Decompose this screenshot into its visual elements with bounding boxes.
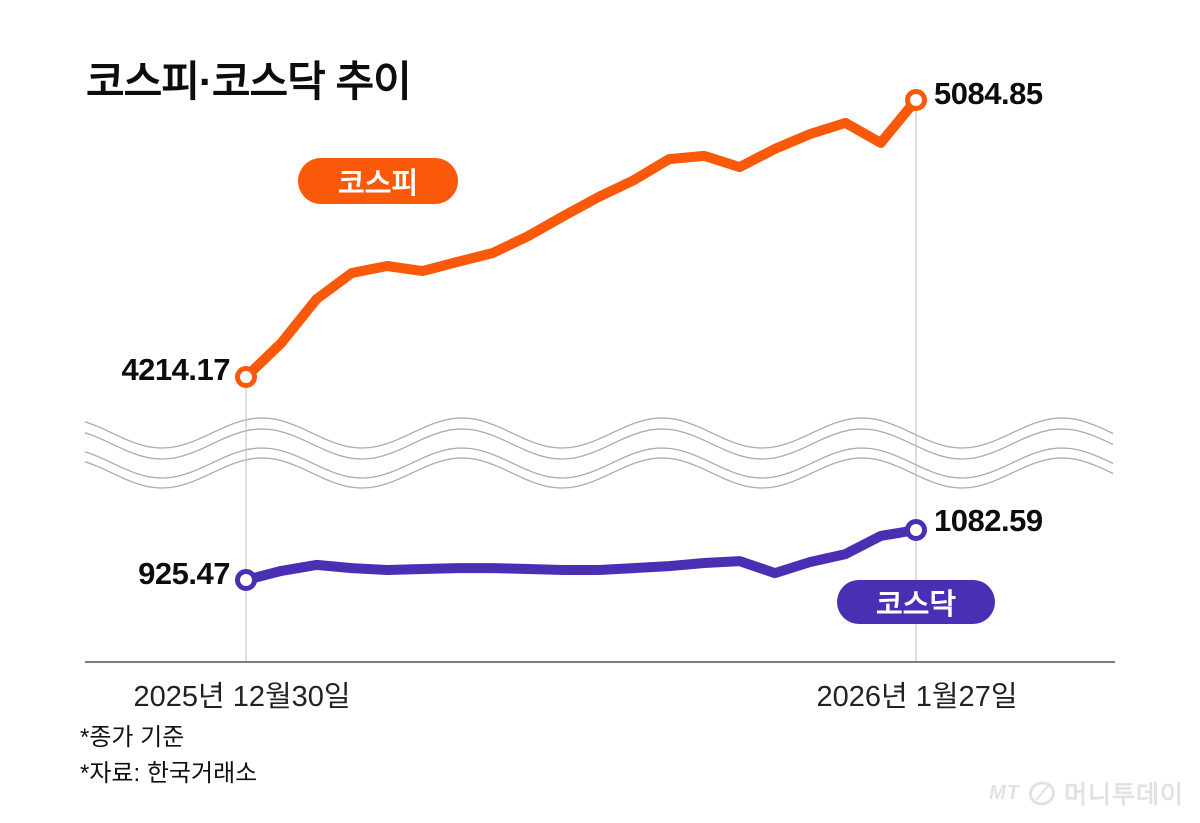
x-axis-end-date: 2026년 1월27일 (816, 681, 1018, 713)
kospi-legend-badge: 코스피 (298, 158, 458, 204)
kosdaq-line (241, 525, 921, 585)
kosdaq-end-value: 1082.59 (934, 503, 1043, 538)
publisher-watermark: MT 머니투데이 (989, 775, 1184, 811)
kospi-legend-label: 코스피 (337, 168, 419, 200)
x-axis-start-date: 2025년 12월30일 (133, 681, 351, 713)
footnotes: *종가 기준 *자료: 한국거래소 (80, 720, 257, 792)
kosdaq-legend-label: 코스닥 (875, 589, 957, 621)
kosdaq-legend-badge: 코스닥 (837, 580, 995, 624)
watermark-name-text: 머니투데이 (1063, 781, 1184, 809)
moneytoday-logo-icon (1029, 780, 1055, 806)
kospi-start-value: 4214.17 (121, 352, 230, 387)
watermark-mt-text: MT (989, 781, 1020, 804)
kospi-line (241, 95, 921, 382)
axis-break-wave-4 (84, 457, 1114, 489)
chart-title: 코스피·코스닥 추이 (86, 58, 412, 105)
kospi-start-marker (235, 366, 257, 388)
kosdaq-start-marker (235, 569, 257, 591)
kosdaq-end-marker (905, 518, 927, 541)
axis-break-wave-1 (84, 417, 1114, 449)
axis-break-wave-2 (84, 428, 1114, 460)
axis-break-wave-3 (84, 447, 1114, 479)
footnote-source: *자료: 한국거래소 (80, 760, 258, 787)
kospi-end-value: 5084.85 (934, 76, 1043, 111)
footnote-basis: *종가 기준 (80, 724, 185, 751)
kosdaq-start-value: 925.47 (138, 556, 230, 591)
kospi-end-marker (905, 89, 927, 112)
